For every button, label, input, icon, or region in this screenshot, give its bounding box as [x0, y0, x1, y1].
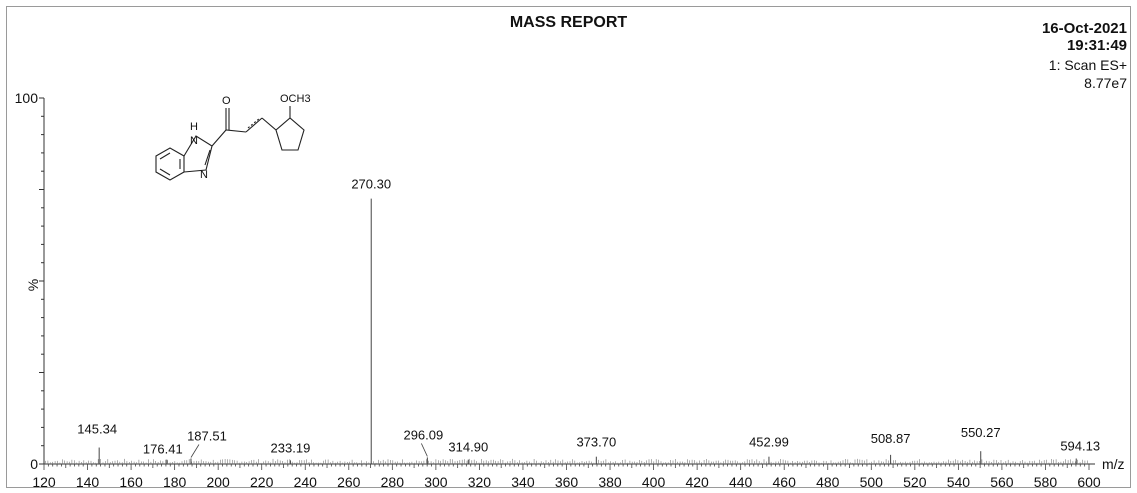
peak-label: 594.13 — [1060, 439, 1100, 454]
alkene-bond — [245, 117, 263, 133]
peak-label: 314.90 — [448, 440, 488, 455]
peak-series: 145.34 176.41 187.51 233.19 270.30 296.09 314.… — [77, 177, 1100, 464]
benzene-double-bond — [159, 152, 171, 160]
peak-label: 550.27 — [961, 425, 1001, 440]
x-tick-label: 160 — [119, 474, 143, 490]
x-axis-label: m/z — [1102, 456, 1125, 472]
x-tick-label: 120 — [32, 474, 56, 490]
x-tick-label: 360 — [555, 474, 579, 490]
x-tick-label: 380 — [598, 474, 622, 490]
x-tick-label: 260 — [337, 474, 361, 490]
x-tick-label: 200 — [206, 474, 230, 490]
o-label: O — [222, 95, 231, 107]
peak-leader-line — [190, 444, 200, 458]
n2-label: N — [200, 169, 208, 181]
peak-label: 270.30 — [351, 177, 391, 192]
peak-label: 176.41 — [143, 442, 183, 457]
x-tick-label: 300 — [424, 474, 448, 490]
x-tick-label: 520 — [903, 474, 927, 490]
x-tick-label: 440 — [729, 474, 753, 490]
x-tick-label: 480 — [816, 474, 840, 490]
x-tick-label: 180 — [163, 474, 187, 490]
x-tick-label: 280 — [381, 474, 405, 490]
x-tick-label: 600 — [1077, 474, 1101, 490]
peak-label: 233.19 — [271, 440, 311, 455]
report-frame — [6, 6, 1131, 488]
carbonyl-chain — [211, 129, 247, 147]
noise-path — [45, 458, 1088, 464]
report-time: 19:31:49 — [1066, 37, 1127, 54]
chain-bond — [261, 117, 277, 131]
peak-label: 296.09 — [403, 427, 443, 442]
x-tick-label: 340 — [511, 474, 535, 490]
y-tick-label: 0 — [30, 456, 38, 472]
y-axis-label: % — [25, 279, 41, 291]
peak-label: 187.51 — [187, 429, 227, 444]
x-tick-label: 240 — [294, 474, 318, 490]
x-tick-label: 560 — [990, 474, 1014, 490]
peak-label: 508.87 — [871, 431, 911, 446]
n1-label: N — [190, 135, 198, 147]
x-tick-label: 220 — [250, 474, 274, 490]
report-title: MASS REPORT — [509, 14, 628, 31]
benzene-double-bond — [159, 168, 171, 176]
peak-label: 373.70 — [576, 435, 616, 450]
peak-leader-line — [420, 443, 428, 457]
alkene-double-bond — [247, 117, 261, 129]
imidazole-double-bond — [204, 149, 211, 166]
cyclopentane-ring — [275, 117, 305, 151]
x-tick-label: 500 — [860, 474, 884, 490]
imidazole-ring — [183, 135, 213, 173]
chart-axes: 0 100% 120 140 160 180 200 220 240 260 280 300 320 34… — [15, 90, 1125, 490]
x-tick-label: 540 — [947, 474, 971, 490]
peak-label: 145.34 — [77, 422, 117, 437]
peak-label: 452.99 — [749, 435, 789, 450]
x-tick-label: 580 — [1034, 474, 1058, 490]
nh-label: H — [190, 121, 198, 133]
baseline-noise — [45, 458, 1088, 464]
base-peak-intensity: 8.77e7 — [1084, 75, 1127, 91]
x-tick-label: 420 — [685, 474, 709, 490]
x-tick-label: 400 — [642, 474, 666, 490]
y-tick-label: 100 — [15, 90, 39, 106]
x-tick-label: 320 — [468, 474, 492, 490]
scan-mode: 1: Scan ES+ — [1048, 57, 1127, 73]
x-tick-label: 460 — [773, 474, 797, 490]
methoxy-label: OCH3 — [280, 93, 311, 105]
report-date: 16-Oct-2021 — [1041, 20, 1127, 37]
x-tick-label: 140 — [76, 474, 100, 490]
